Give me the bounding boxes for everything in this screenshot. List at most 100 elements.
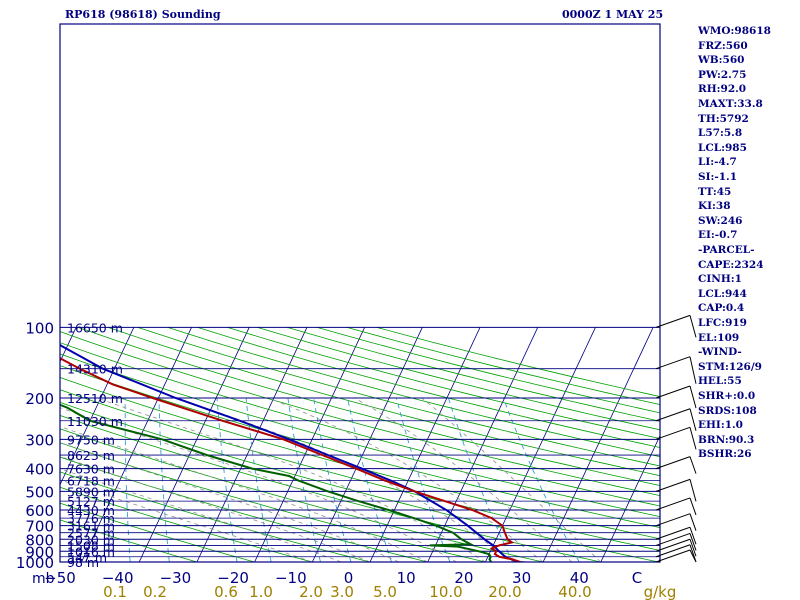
index-ehi: EHI:1.0 (698, 419, 743, 432)
mixing-ratio-tick-label: 5.0 (373, 583, 397, 600)
temperature-tick-label: C (632, 569, 642, 587)
wind-barb (655, 456, 697, 474)
temperature-tick-label: 0 (344, 569, 354, 587)
temperature-tick-label: 10 (397, 569, 416, 587)
wind-barb-staff (655, 497, 691, 511)
height-label: 7630 m (67, 462, 115, 477)
chart-subtitle: 0000Z 1 MAY 25 (562, 8, 664, 21)
wind-barb (655, 538, 697, 557)
index-ei: EI:-0.7 (698, 229, 738, 242)
mixing-ratio-tick-label: 2.0 (299, 583, 323, 600)
temperature-tick-label: 30 (512, 569, 531, 587)
plot-frame (59, 23, 661, 563)
wind-barb (655, 385, 697, 409)
index-l57: L57:5.8 (698, 127, 743, 140)
index-lcl: LCL:985 (698, 141, 747, 154)
wind-barb-flag (689, 527, 697, 545)
isotherm-line (485, 327, 596, 562)
dry-adiabat (60, 342, 660, 507)
wind-barb-flag (689, 427, 697, 450)
mixing-ratio-tick-label: 20.0 (488, 583, 521, 600)
wind-barb-flag (689, 533, 697, 551)
pressure-tick-label: 300 (25, 431, 54, 449)
height-label: 14310 m (67, 362, 123, 377)
height-label: 8623 m (67, 448, 115, 463)
pressure-tick-label: 700 (25, 518, 54, 536)
temperature-tick-label: −10 (275, 569, 307, 587)
index-lcl: LCL:944 (698, 287, 747, 300)
index-cinh: CINH:1 (698, 273, 742, 286)
height-label: 2030 m (67, 532, 115, 547)
mixing-ratio-tick-label: 1.0 (249, 583, 273, 600)
wind-barb (655, 356, 697, 384)
wind-barb (655, 526, 697, 545)
index-brn: BRN:90.3 (698, 433, 755, 446)
temperature-tick-label: −40 (102, 569, 134, 587)
wind-barb (655, 408, 697, 431)
mixing-ratio-tick-label: 40.0 (558, 583, 591, 600)
temperature-trace (60, 357, 526, 562)
wind-barb-staff (655, 544, 691, 558)
wind-barb-flag (689, 385, 697, 409)
temperature-tick-label: 40 (570, 569, 589, 587)
index-stm: STM:126/9 (698, 360, 762, 373)
isotherm-line (60, 327, 135, 486)
height-label: 11030 m (67, 414, 123, 429)
moist-adiabat (60, 426, 428, 562)
temperature-tick-label: −50 (44, 569, 76, 587)
height-label: 16650 m (67, 320, 123, 335)
mixing-ratio-tick-label: 0.6 (214, 583, 238, 600)
index-cape: CAPE:2324 (698, 258, 764, 271)
index-lfc: LFC:919 (698, 317, 747, 329)
wind-barb-staff (655, 426, 691, 440)
wind-barb-staff (655, 456, 691, 470)
wind-barb-flag (689, 497, 697, 516)
index-th: TH:5792 (698, 112, 749, 125)
height-label: 1016 m (67, 544, 115, 559)
pressure-tick-label: 1000 (16, 554, 54, 572)
index-si: SI:-1.1 (698, 171, 737, 183)
isotherm-line (254, 327, 365, 562)
wind-barb-staff (655, 549, 691, 563)
index-cap: CAP:0.4 (698, 302, 745, 315)
wind-barb-staff (655, 314, 691, 328)
mixing-ratio-line (124, 397, 131, 562)
dry-adiabat (60, 456, 428, 562)
pressure-tick-label: 800 (25, 531, 54, 549)
temperature-tick-label: 20 (454, 569, 473, 587)
x-unit-label: mb (32, 571, 55, 587)
dewpoint-trace (60, 403, 493, 562)
mixing-ratio-line (158, 397, 170, 562)
index-shr: SHR+:0.0 (698, 390, 756, 402)
isotherm-line (600, 434, 660, 562)
wind-barb-flag (689, 356, 697, 384)
height-label: 547 m (67, 550, 107, 565)
chart-title: RP618 (98618) Sounding (65, 8, 221, 21)
wind-barb-flag (689, 456, 697, 474)
index-frz: FRZ:560 (698, 39, 748, 52)
isotherm-line (0, 327, 18, 562)
index-parcel: -PARCEL- (698, 244, 755, 256)
isotherm-line (311, 327, 423, 562)
temperature-tick-label: −30 (160, 569, 192, 587)
dry-adiabat (107, 327, 660, 477)
pressure-tick-label: 500 (25, 483, 54, 501)
pressure-tick-label: 400 (25, 461, 54, 479)
mixing-ratio-tick-label: 3.0 (330, 583, 354, 600)
wind-barb-staff (655, 385, 691, 399)
index-wb: WB:560 (698, 54, 745, 67)
index-srds: SRDS:108 (698, 404, 757, 417)
wind-barb-staff (655, 356, 691, 370)
index-pw: PW:2.75 (698, 68, 747, 81)
wind-barb-staff (655, 526, 691, 540)
mixing-ratio-tick-label: 10.0 (429, 583, 462, 600)
wind-barb-staff (655, 478, 691, 492)
moist-adiabat (96, 397, 486, 562)
index-bshr: BSHR:26 (698, 448, 752, 461)
height-label: 9750 m (67, 432, 115, 447)
temperature-tick-label: −20 (217, 569, 249, 587)
wind-barb (655, 497, 697, 516)
wind-barb-staff (655, 513, 691, 527)
index-el: EL:109 (698, 331, 740, 344)
